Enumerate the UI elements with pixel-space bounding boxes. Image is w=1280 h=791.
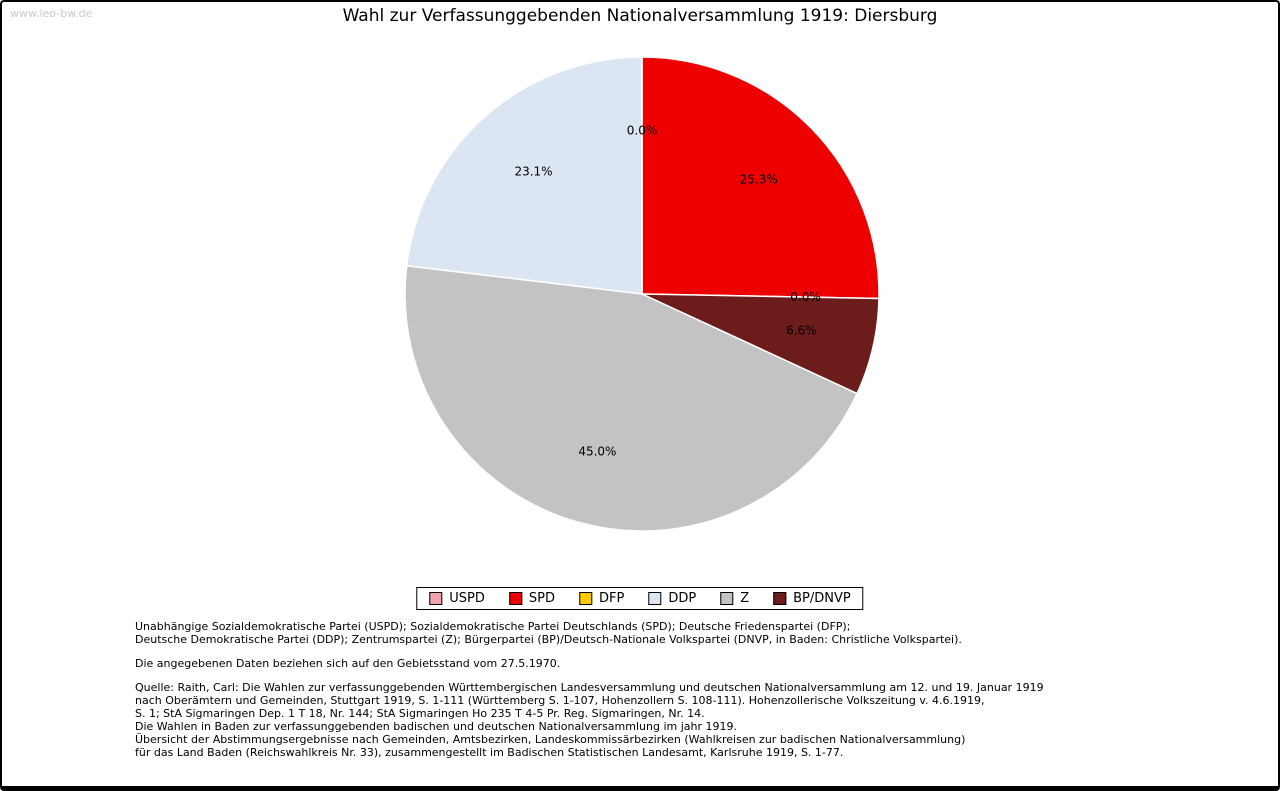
chart-legend: USPD SPD DFP DDP Z BP/DNVP xyxy=(416,587,864,610)
pie-slice-spd xyxy=(641,56,880,300)
legend-label-z: Z xyxy=(740,591,750,606)
pie-slice-z xyxy=(404,265,858,532)
pie-value-label-spd: 25.3% xyxy=(740,173,778,187)
legend-item-ddp: DDP xyxy=(648,591,696,606)
legend-item-bp-dnvp: BP/DNVP xyxy=(773,591,851,606)
legend-swatch-bp-dnvp xyxy=(773,592,787,605)
pie-value-label-z: 45.0% xyxy=(578,444,616,458)
footnotes: Unabhängige Sozialdemokratische Partei (… xyxy=(135,620,1238,770)
site-watermark: www.leo-bw.de xyxy=(10,7,93,20)
legend-swatch-ddp xyxy=(648,592,662,605)
legend-label-uspd: USPD xyxy=(449,591,485,606)
legend-item-uspd: USPD xyxy=(429,591,485,606)
legend-label-bp-dnvp: BP/DNVP xyxy=(793,591,851,606)
legend-swatch-uspd xyxy=(429,592,443,605)
legend-label-dfp: DFP xyxy=(599,591,625,606)
legend-item-dfp: DFP xyxy=(579,591,624,606)
pie-value-label-ddp: 23.1% xyxy=(514,165,552,179)
legend-label-ddp: DDP xyxy=(668,591,697,606)
chart-title: Wahl zur Verfassunggebenden Nationalvers… xyxy=(342,6,938,26)
pie-value-label-bp-dnvp: 6.6% xyxy=(786,324,817,338)
footnote-quelle: Quelle: Raith, Carl: Die Wahlen zur verf… xyxy=(135,681,1044,759)
pie-slice-ddp xyxy=(405,56,643,295)
legend-item-spd: SPD xyxy=(508,591,556,606)
legend-item-z: Z xyxy=(720,591,749,606)
legend-swatch-spd xyxy=(508,592,522,605)
footnote-party-abbreviations: Unabhängige Sozialdemokratische Partei (… xyxy=(135,620,962,646)
legend-label-spd: SPD xyxy=(528,591,556,606)
legend-swatch-dfp xyxy=(579,592,593,605)
legend-swatch-z xyxy=(720,592,734,605)
pie-value-label-dfp: 0.0% xyxy=(790,290,821,304)
footnote-gebietsstand: Die angegebenen Daten beziehen sich auf … xyxy=(135,657,561,670)
pie-value-label-uspd: 0.0% xyxy=(627,124,658,138)
